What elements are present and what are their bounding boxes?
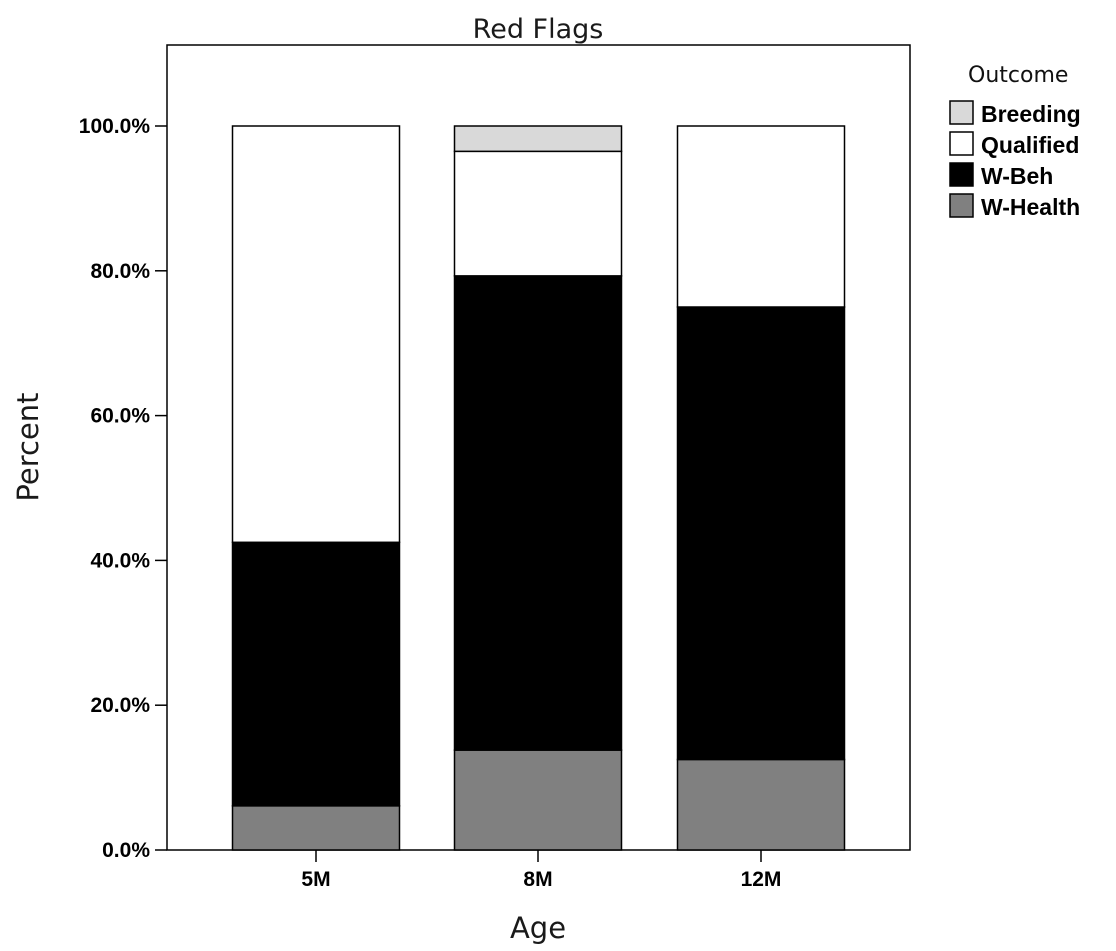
legend-label-breeding: Breeding [981, 101, 1081, 127]
y-tick-label: 60.0% [90, 405, 150, 428]
bar-segment-qualified-12m [676, 125, 846, 308]
bar-segment-w-beh-5m [231, 541, 401, 807]
legend-swatch-qualified [949, 131, 974, 156]
y-tick-label: 100.0% [79, 115, 151, 138]
x-tick-label: 5M [301, 868, 330, 891]
y-tick-label: 80.0% [90, 260, 150, 283]
bar-segment-breeding-8m [453, 125, 623, 153]
legend-label-w-beh: W-Beh [981, 163, 1053, 189]
bar-segment-qualified-5m [231, 125, 401, 544]
y-tick-label: 0.0% [102, 839, 150, 862]
x-axis-title: Age [510, 911, 566, 945]
chart-title: Red Flags [473, 14, 604, 45]
y-tick-label: 40.0% [90, 549, 150, 572]
legend-title: Outcome [968, 63, 1068, 88]
bar-segment-w-beh-12m [676, 306, 846, 761]
bar-segment-w-beh-8m [453, 275, 623, 751]
bar-segment-w-health-12m [676, 758, 846, 851]
legend-label-w-health: W-Health [981, 194, 1080, 220]
legend-label-qualified: Qualified [981, 132, 1079, 158]
legend-swatch-breeding [949, 100, 974, 125]
legend-swatch-w-health [949, 193, 974, 218]
x-axis: 5M 8M 12M [301, 850, 781, 891]
bars-group [231, 125, 846, 851]
bar-segment-qualified-8m [453, 150, 623, 277]
y-axis-title: Percent [11, 392, 45, 501]
legend-swatch-w-beh [949, 162, 974, 187]
legend: Outcome Breeding Qualified W-Beh W-Health [949, 63, 1081, 220]
x-tick-label: 8M [523, 868, 552, 891]
bar-segment-w-health-5m [231, 805, 401, 851]
y-axis: 0.0% 20.0% 40.0% 60.0% 80.0% 100.0% [79, 115, 167, 862]
y-tick-label: 20.0% [90, 694, 150, 717]
bar-segment-w-health-8m [453, 749, 623, 851]
x-tick-label: 12M [741, 868, 782, 891]
